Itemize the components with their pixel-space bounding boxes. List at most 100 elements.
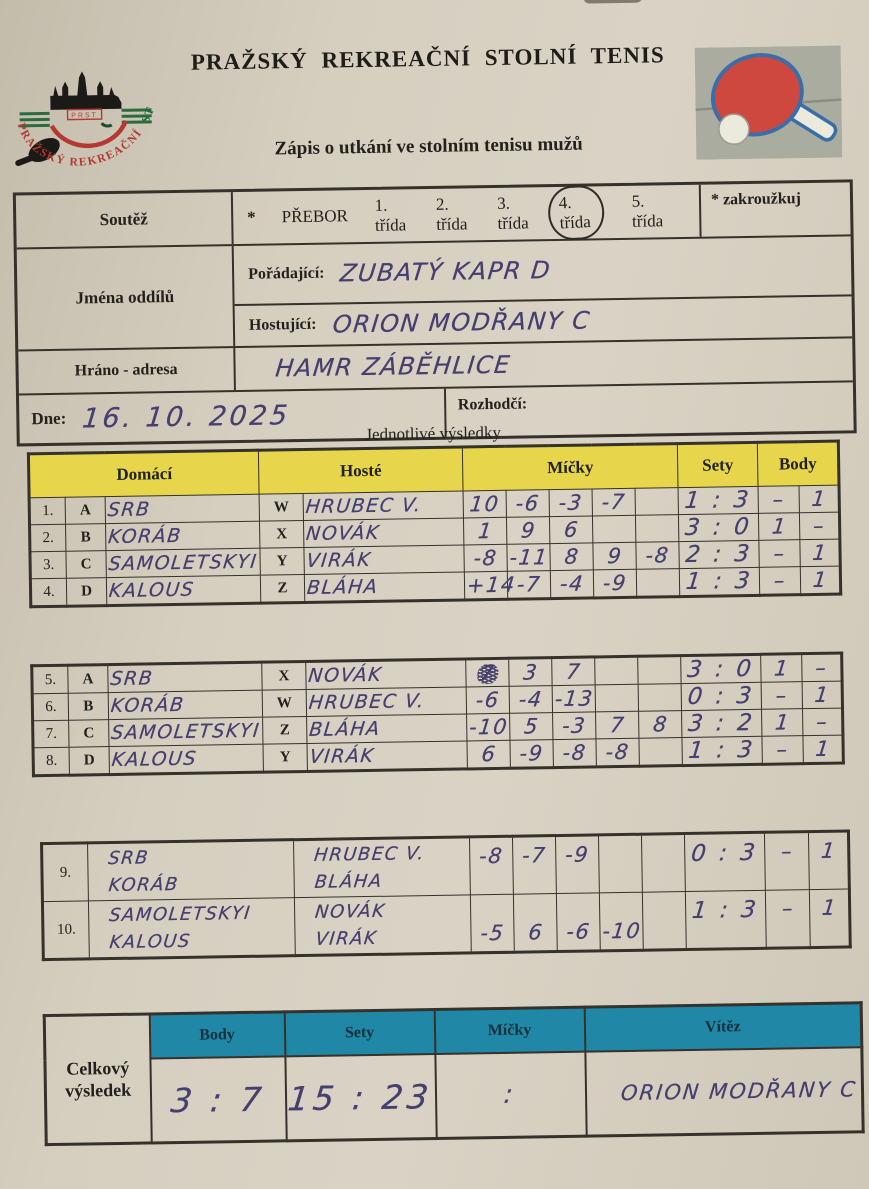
point-home: – (764, 831, 810, 891)
summary-table: Celkový výsledek Body Sety Míčky Vítěz 3… (42, 1001, 865, 1147)
point-home: – (758, 539, 801, 568)
set-score: 1 : 3 (685, 890, 767, 950)
summary-header-vitez: Vítěz (584, 1002, 862, 1052)
point-home: – (765, 889, 811, 949)
away-team-label: Hostující: (248, 315, 317, 334)
doubles-row: 10. SAMOLETSKYI KALOUS NOVÁK VIRÁK -5 6 -6 -10 1 … (42, 888, 851, 960)
game-score: -10 (599, 892, 644, 951)
game-score: -7 (512, 835, 557, 895)
summary-label: Celkový výsledek (44, 1013, 152, 1145)
match-number: 5. (31, 665, 69, 694)
home-player: KORÁB (105, 521, 260, 551)
logo-abbr-text: PRST (71, 112, 98, 119)
logo-stripes (19, 108, 152, 128)
soutez-label: Soutěž (15, 192, 234, 248)
game-score: 6 (513, 893, 558, 953)
home-player: SAMOLETSKYI (105, 548, 261, 578)
game-score: -11 (506, 543, 551, 572)
game-score (598, 834, 643, 893)
point-home: – (758, 485, 800, 514)
point-away: – (802, 708, 843, 736)
game-score (592, 515, 636, 543)
away-player: BLÁHA (304, 571, 465, 603)
game-score: 7 (551, 656, 596, 686)
away-player: HRUBEC V. (303, 490, 464, 521)
summary-header-micky: Míčky (434, 1007, 585, 1054)
game-score: -3 (549, 488, 593, 517)
point-away: – (799, 512, 840, 540)
set-score: 3 : 0 (678, 513, 759, 542)
doubles-table: 9. SRB KORÁB HRUBEC V. BLÁHA -8 -7 -9 0 : 3–1 10.… (40, 829, 852, 962)
results-header-sety: Sety (677, 442, 759, 488)
point-home: – (761, 681, 803, 710)
results-header-micky: Míčky (462, 443, 679, 491)
venue-field: HAMR ZÁBĚHLICE (235, 338, 853, 390)
game-score: -3 (552, 711, 596, 740)
soutez-star: * (247, 207, 256, 227)
match-number: 10. (42, 900, 90, 960)
away-pair: NOVÁK VIRÁK (294, 894, 472, 956)
match-number: 8. (33, 747, 70, 776)
logo-green-arc (100, 122, 113, 128)
point-home: 1 (758, 512, 800, 541)
venue-label: Hráno - adresa (18, 348, 236, 394)
away-player: NOVÁK (303, 517, 464, 548)
game-score: 6 (549, 515, 593, 544)
home-letter: A (65, 496, 106, 525)
set-score: 0 : 3 (684, 832, 766, 892)
game-score: -9 (593, 569, 637, 598)
home-player: SRB (107, 662, 263, 693)
set-score: 1 : 3 (679, 567, 760, 597)
game-score (635, 487, 679, 516)
game-score: 8 (549, 542, 594, 571)
home-letter: D (69, 746, 110, 776)
set-score: 1 : 3 (678, 486, 759, 515)
match-number: 4. (30, 578, 67, 607)
home-player: SAMOLETSKYI (108, 717, 264, 747)
away-letter: X (259, 520, 304, 549)
singles-table-1: Domácí Hosté Míčky Sety Body 1. A SRB W HRUBEC V.… (26, 439, 843, 609)
game-score: -10 (466, 713, 510, 741)
away-letter: W (259, 493, 304, 522)
away-letter: X (261, 661, 307, 691)
game-score: 6 (466, 740, 511, 769)
point-away: 1 (800, 566, 841, 595)
home-letter: D (66, 577, 107, 607)
summary-sety-score: 15 : 23 (284, 1053, 437, 1141)
point-away: – (801, 653, 843, 682)
point-away: 1 (799, 539, 841, 567)
soutez-option: 1. třída (374, 195, 407, 235)
ball (718, 113, 750, 145)
point-away: 1 (808, 830, 850, 890)
point-away: 1 (809, 888, 851, 948)
game-score: 7 (595, 711, 639, 739)
match-number: 1. (29, 497, 66, 525)
game-score: -9 (509, 739, 554, 769)
away-letter: Z (262, 716, 307, 745)
match-number: 6. (32, 693, 69, 721)
game-score (636, 568, 680, 598)
game-score: -7 (592, 488, 636, 516)
home-letter: B (65, 523, 106, 552)
point-away: 1 (802, 681, 843, 709)
home-team-value: ZUBATÝ KAPR D (339, 256, 554, 288)
summary-header-body: Body (149, 1011, 285, 1059)
summary-winner: ORION MODŘANY C (584, 1047, 864, 1137)
paddle-illustration (694, 45, 843, 160)
away-letter: W (262, 689, 307, 718)
away-letter: Y (259, 547, 305, 576)
home-pair: SAMOLETSKYI KALOUS (88, 897, 296, 959)
castle-silhouette (50, 71, 122, 110)
date-label: Dne: (31, 408, 67, 429)
game-score: 3 (508, 657, 553, 687)
game-score: -4 (509, 685, 553, 714)
game-score: 1 (463, 517, 507, 545)
soutez-option: 2. třída (435, 194, 468, 234)
game-score: -8 (552, 738, 597, 768)
game-score: 9 (592, 542, 637, 570)
home-player: KORÁB (108, 690, 263, 720)
away-player: VIRÁK (303, 544, 465, 575)
home-player: KALOUS (106, 575, 261, 606)
club-logo-icon: PRST PRAŽSKÝ REKREAČNÍ STOLNÍ TENIS (4, 36, 157, 170)
